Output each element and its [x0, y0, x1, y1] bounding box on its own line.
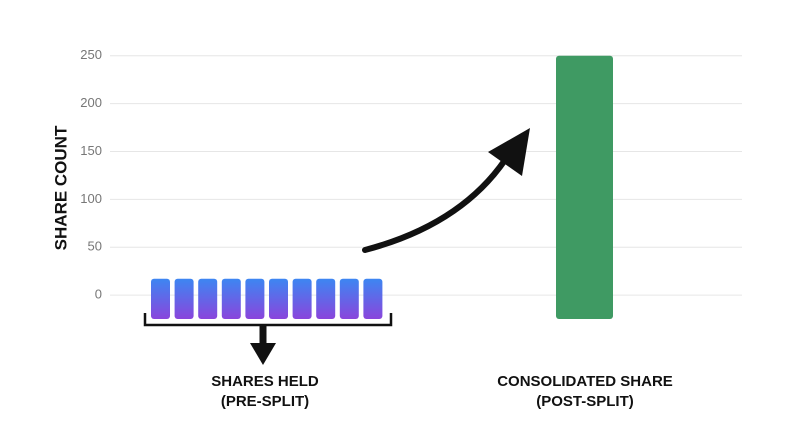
down-arrow-head	[250, 343, 276, 365]
category-label: SHARES HELD	[211, 373, 319, 390]
bar	[316, 278, 336, 319]
category-label: (PRE-SPLIT)	[221, 393, 309, 410]
category-label: (POST-SPLIT)	[536, 393, 634, 410]
bar	[339, 278, 359, 319]
category-label: CONSOLIDATED SHARE	[497, 373, 673, 390]
bar	[292, 278, 312, 319]
bar	[363, 278, 383, 319]
bar	[221, 278, 241, 319]
bar	[245, 278, 265, 319]
bar	[151, 278, 170, 319]
y-tick-label: 100	[80, 191, 102, 206]
bar	[556, 55, 613, 320]
bar	[174, 278, 194, 319]
bracket	[143, 313, 393, 327]
bar	[269, 278, 288, 319]
y-tick-label: 250	[80, 47, 102, 62]
y-tick-label: 150	[80, 143, 102, 158]
curved-arrow-head	[488, 128, 530, 176]
curved-arrow	[362, 157, 508, 253]
y-tick-label: 200	[80, 95, 102, 110]
y-tick-label: 50	[88, 239, 102, 254]
y-axis-label: SHARE COUNT	[51, 125, 70, 250]
bar	[198, 278, 218, 319]
y-tick-label: 0	[95, 287, 102, 302]
